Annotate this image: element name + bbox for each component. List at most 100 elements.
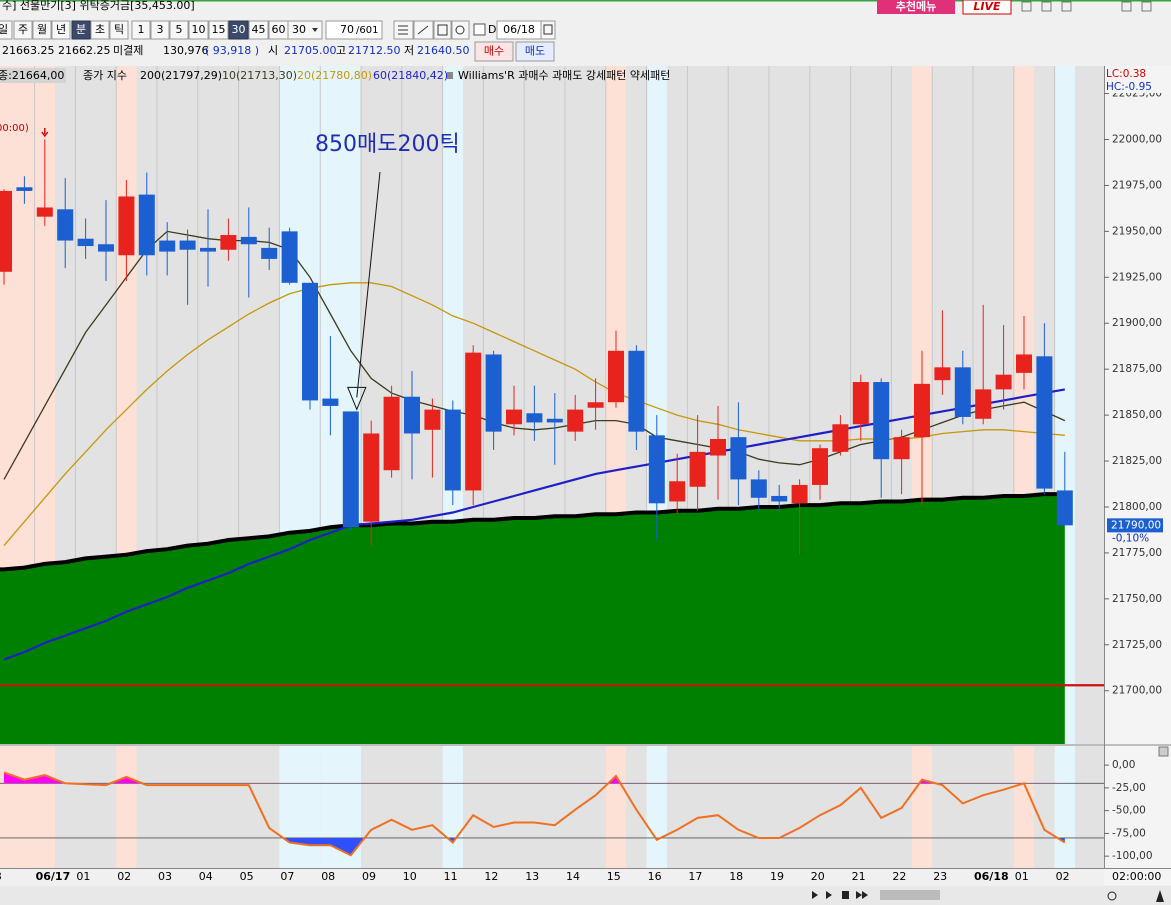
- tool-icons: [393, 20, 470, 40]
- calendar-button[interactable]: [540, 20, 556, 40]
- interval-button[interactable]: [188, 20, 209, 40]
- period-button[interactable]: [13, 20, 33, 40]
- x-tick-label: 06/18: [974, 870, 1009, 883]
- low: 21640.50: [417, 44, 470, 57]
- legend-close: 종:21664,00: [0, 69, 64, 82]
- candle-body: [36, 207, 53, 217]
- candle-body: [750, 479, 767, 498]
- sub-plot: [0, 746, 1104, 868]
- candle-body: [404, 396, 420, 434]
- count-total: /601: [356, 25, 378, 36]
- williams-r-line: [3, 771, 1066, 857]
- x-tick-label: 10: [403, 870, 417, 883]
- interval-button[interactable]: [169, 20, 189, 40]
- legend-entry: 200(21797,29): [140, 69, 222, 82]
- x-tick-label: 02: [117, 870, 131, 883]
- y-tick-label: 21800,00: [1112, 501, 1162, 513]
- interval-label: 30: [232, 23, 246, 36]
- interval-button[interactable]: [131, 20, 151, 40]
- y-tick-label: 21750,00: [1112, 593, 1162, 605]
- open: 21705.00: [284, 44, 337, 57]
- moving-average-line: [0, 492, 1065, 572]
- x-tick-label: 05: [240, 870, 254, 883]
- y-tick-label: 22000,00: [1112, 133, 1162, 145]
- annotation-arrow: [356, 171, 381, 398]
- window-icons: [1021, 1, 1152, 12]
- candle-body: [954, 367, 971, 417]
- candle-body: [546, 418, 563, 423]
- candle-body: [934, 367, 951, 381]
- interval-button[interactable]: [268, 20, 289, 40]
- period-label: 틱: [114, 23, 124, 36]
- candle-body: [791, 484, 808, 504]
- candle-body: [322, 398, 339, 406]
- buy-label: 매수: [484, 45, 504, 58]
- interval-button[interactable]: [228, 20, 249, 40]
- period-button[interactable]: [109, 20, 129, 40]
- buy-button[interactable]: [474, 41, 514, 62]
- candle-body: [526, 413, 543, 423]
- legend-close-box: [0, 68, 66, 83]
- candle-body: [261, 247, 278, 259]
- candle-body: [424, 409, 441, 430]
- period-button[interactable]: [90, 20, 110, 40]
- sell-label: 매도: [525, 45, 545, 58]
- x-tick-label: 15: [607, 870, 621, 883]
- candle-body: [730, 437, 747, 480]
- last-price-box: [1107, 518, 1163, 533]
- interval-button[interactable]: [150, 20, 170, 40]
- live-button[interactable]: [962, 0, 1012, 15]
- period-button[interactable]: [71, 20, 91, 40]
- panel-close[interactable]: [1158, 746, 1169, 757]
- candle-body: [485, 354, 502, 432]
- candle-body: [138, 194, 155, 256]
- x-tick-label: 18: [729, 870, 743, 883]
- count-box[interactable]: [325, 20, 383, 40]
- menu-button[interactable]: [877, 0, 955, 14]
- interval-label: 3: [157, 23, 164, 36]
- candle-body: [873, 382, 890, 460]
- x-tick-label: 16: [648, 870, 662, 883]
- period-button[interactable]: [32, 20, 52, 40]
- interval-label: 60: [272, 23, 286, 36]
- count-value: 70: [340, 23, 354, 36]
- period-button[interactable]: [51, 20, 71, 40]
- x-tick-label: 3: [0, 870, 2, 883]
- candle-body: [200, 247, 216, 252]
- sell-button[interactable]: [515, 41, 555, 62]
- candle-body: [567, 409, 584, 432]
- annotation-arrowhead: [347, 386, 367, 411]
- checkbox[interactable]: [473, 23, 486, 36]
- period-label: 주: [18, 23, 28, 36]
- x-tick-label: 21: [852, 870, 866, 883]
- period-label: 초: [95, 23, 105, 36]
- candle-body: [16, 187, 33, 191]
- change-label: -0,10%: [1112, 532, 1149, 544]
- candle-body: [465, 352, 482, 491]
- candle-body: [383, 396, 400, 471]
- candle-body: [302, 282, 318, 401]
- x-tick-label: 01: [76, 870, 90, 883]
- legend-prefix: 종가 지수: [83, 69, 127, 82]
- period-button[interactable]: [0, 20, 13, 40]
- pattern-band: [279, 746, 300, 868]
- y-tick-label: -25,00: [1112, 782, 1146, 794]
- interval-label: 45: [252, 23, 266, 36]
- scroll-bar[interactable]: [0, 886, 1171, 905]
- ask: 21662.25: [58, 44, 111, 57]
- interval-button[interactable]: [208, 20, 229, 40]
- legend-indicator-swatch: [447, 72, 453, 79]
- high-label: 고: [336, 44, 346, 57]
- interval-label: 15: [212, 23, 226, 36]
- candle-body: [587, 402, 604, 408]
- marker-text: 00:00): [0, 123, 29, 134]
- oi-label: 미결제: [113, 44, 143, 57]
- pattern-band: [299, 746, 321, 868]
- interval-button[interactable]: [248, 20, 269, 40]
- x-tick-label: 09: [362, 870, 376, 883]
- hc-label: HC:-0.95: [1106, 81, 1152, 93]
- legend-entry: 20(21780,80): [297, 69, 372, 82]
- candle-body: [995, 374, 1012, 390]
- pattern-band: [320, 746, 341, 868]
- y-tick-label: 21825,00: [1112, 455, 1162, 467]
